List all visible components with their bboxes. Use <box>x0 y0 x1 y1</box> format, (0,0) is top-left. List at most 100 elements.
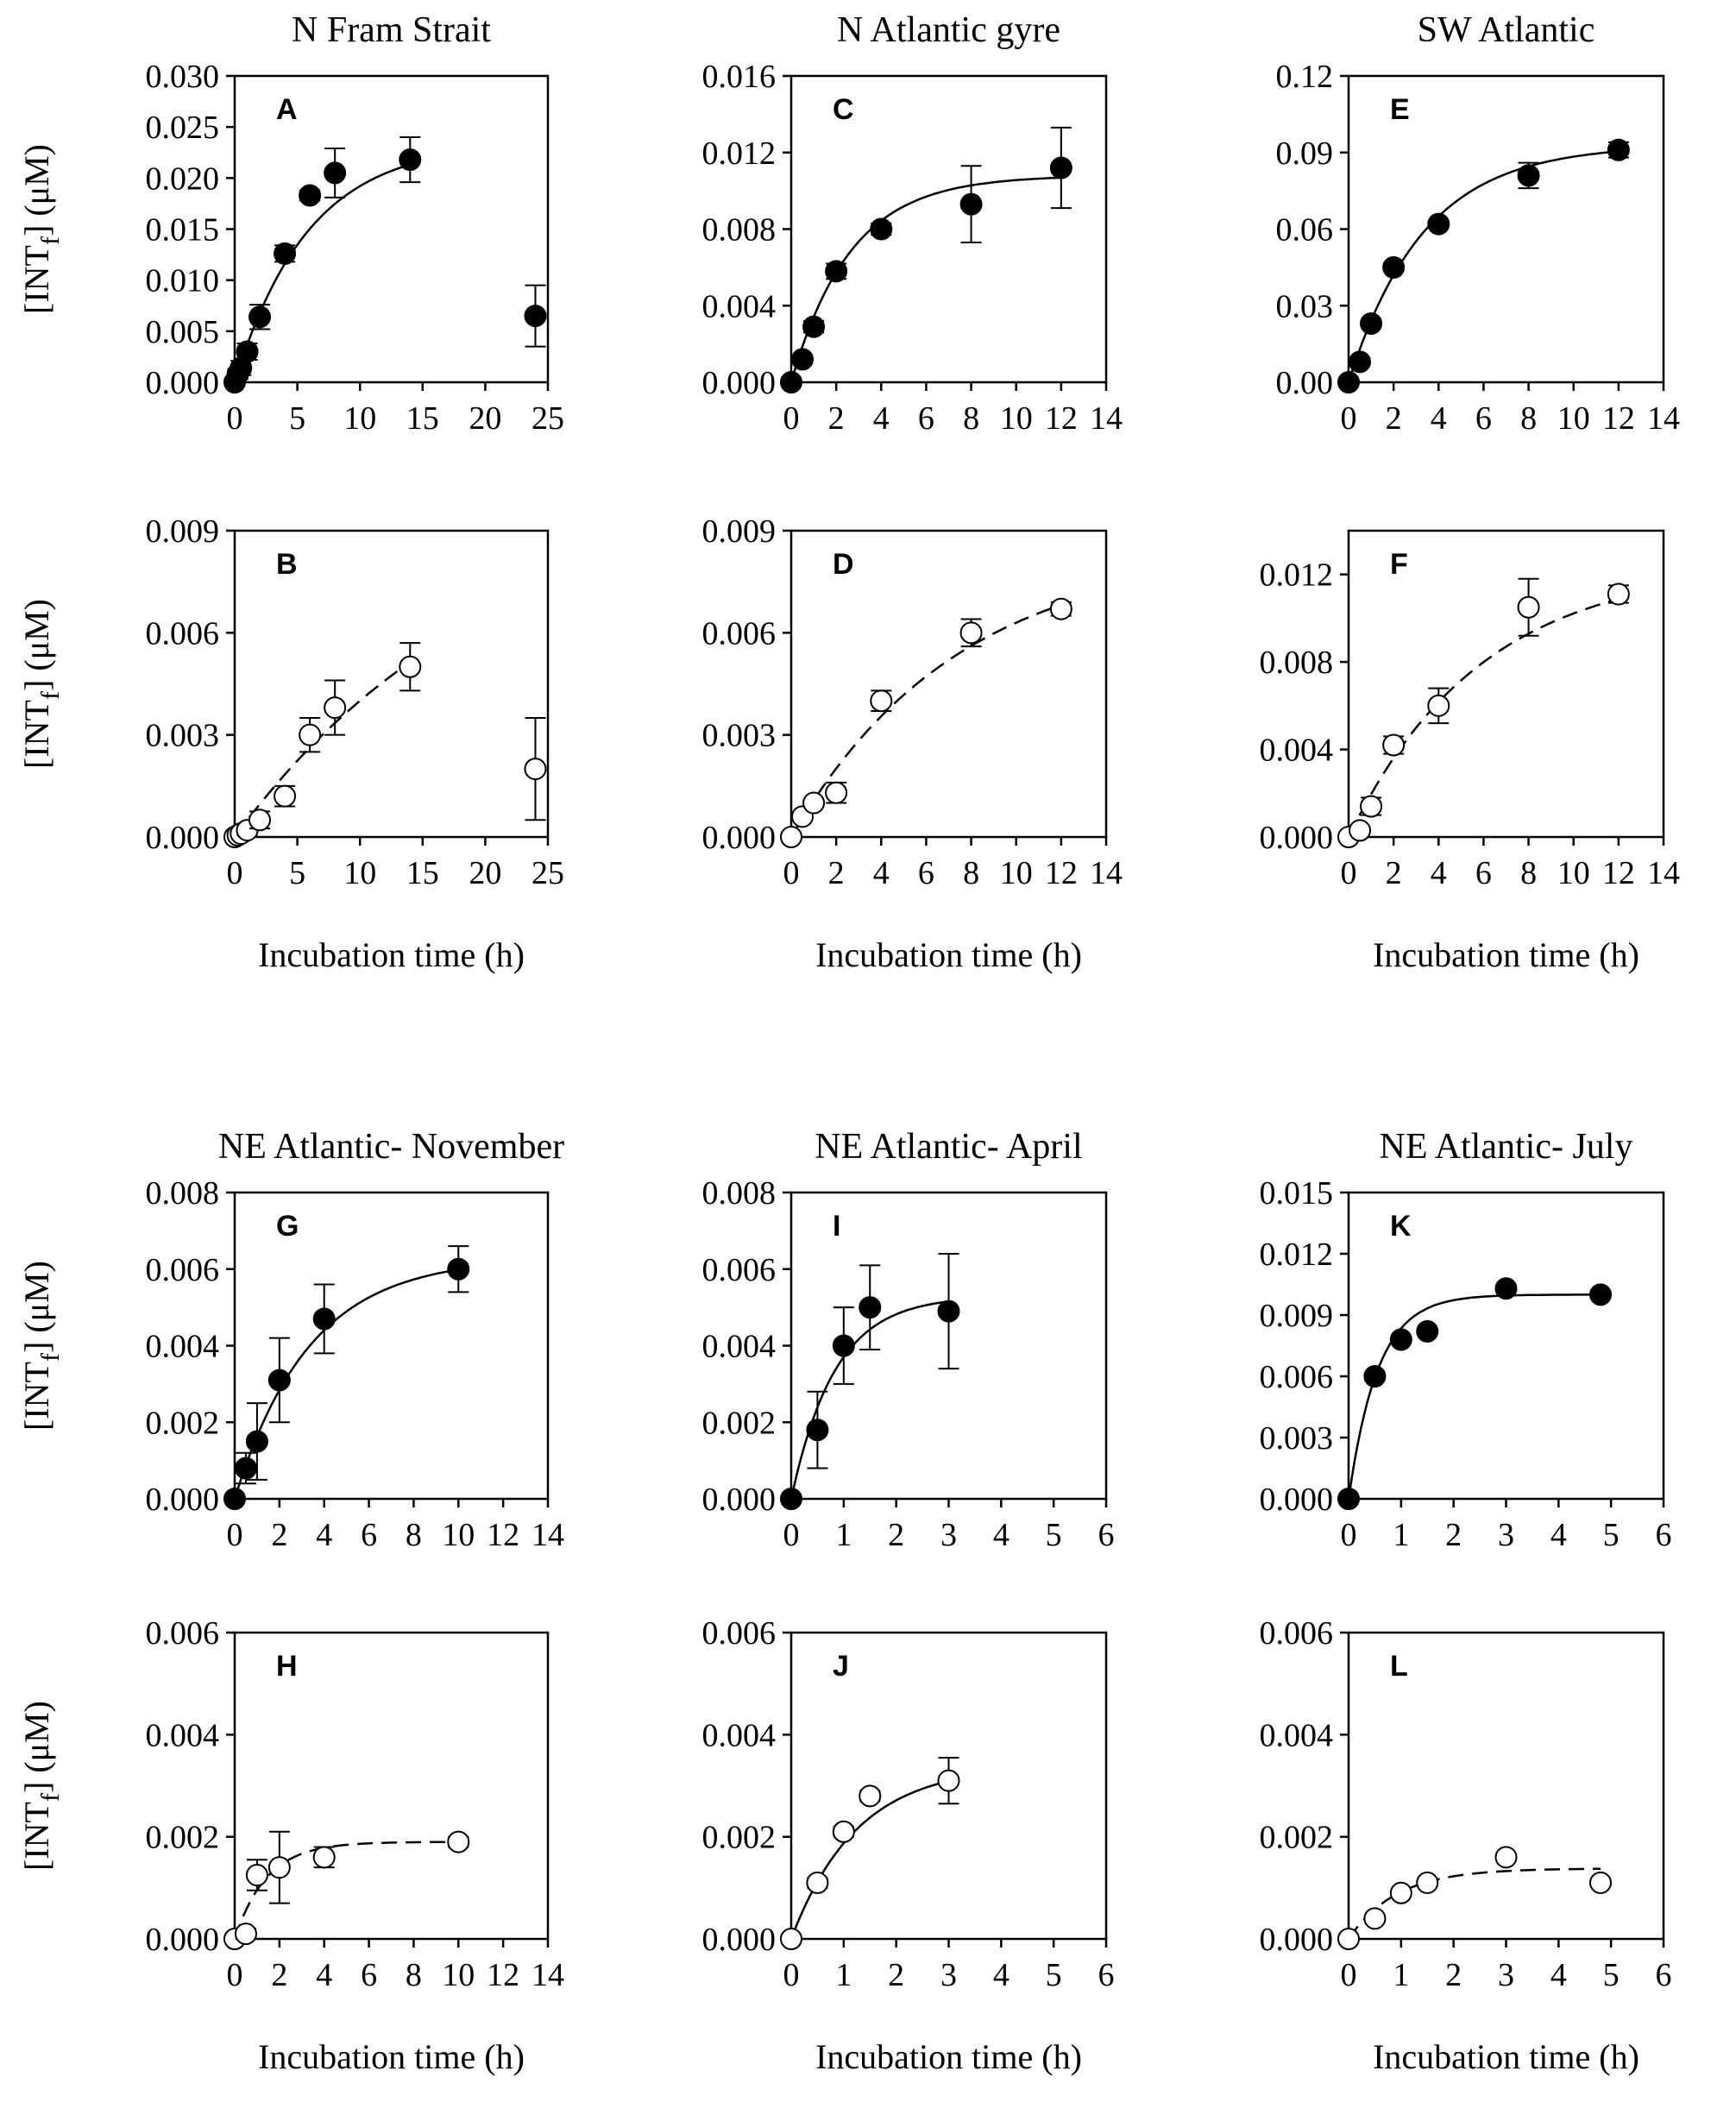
panel-k-xtick-label: 1 <box>1393 1517 1409 1553</box>
panel-e-letter: E <box>1390 93 1410 126</box>
panel-k-data-point <box>1337 1488 1360 1510</box>
panel-e-ytick-label: 0.00 <box>1276 365 1334 401</box>
panel-j-xtick-label: 3 <box>940 1957 957 1993</box>
panel-c-ytick-label: 0.008 <box>702 212 777 249</box>
panel-e-xtick-label: 8 <box>1520 400 1537 437</box>
panel-a-data-point <box>299 184 322 207</box>
panel-g-xtick-label: 6 <box>361 1517 377 1553</box>
panel-k-ytick-label: 0.003 <box>1260 1420 1334 1457</box>
panel-a-ytick-label: 0.005 <box>146 314 220 350</box>
panel-b-xtick-label: 0 <box>227 855 243 891</box>
panel-f-frame <box>1347 529 1665 839</box>
panel-h-ytick-label: 0.004 <box>146 1717 220 1753</box>
panel-e-xtick-label: 4 <box>1431 400 1447 437</box>
panel-l-data-point <box>1589 1871 1612 1894</box>
panel-j-ytick-label: 0.006 <box>702 1615 777 1652</box>
panel-a-title: N Fram Strait <box>292 10 491 50</box>
panel-e-xtick-label: 0 <box>1341 400 1357 437</box>
panel-b: B 0.000 0.003 0.006 0.009 0 5 10 15 20 25 [INTf] (μ… <box>17 513 564 974</box>
panel-i-letter: I <box>833 1210 840 1243</box>
panel-c-ytick-label: 0.000 <box>702 365 777 401</box>
panel-d-frame <box>789 529 1108 839</box>
panel-k-ytick-label: 0.000 <box>1260 1482 1334 1518</box>
panel-c-ytick-label: 0.004 <box>702 288 777 324</box>
panel-j-data-point <box>859 1784 882 1808</box>
panel-g-xtick-label: 10 <box>442 1517 475 1553</box>
panel-c-data-point <box>780 371 802 393</box>
panel-e: SW Atlantic E 0.00 0.03 0.06 0.09 0.12 0 2 4 6 8 10 1… <box>1276 10 1681 437</box>
panel-l-letter: L <box>1390 1650 1408 1683</box>
ylabel-main: [INT <box>17 245 56 314</box>
panel-g-xtick-label: 4 <box>316 1517 332 1553</box>
panel-b-ytick-label: 0.000 <box>146 820 220 856</box>
panel-i-ytick-label: 0.006 <box>702 1252 777 1288</box>
panel-i-xtick-label: 0 <box>783 1517 800 1553</box>
panel-d-data-point <box>870 689 893 713</box>
panel-c-xtick-label: 4 <box>873 400 890 437</box>
panel-g-xtick-label: 2 <box>271 1517 287 1553</box>
panel-i-data-point <box>832 1334 855 1357</box>
panel-d-xtick-label: 14 <box>1090 855 1123 891</box>
panel-g-data-point <box>447 1257 470 1281</box>
panel-c-ytick-label: 0.016 <box>702 59 777 95</box>
panel-d-data-point <box>780 826 802 848</box>
panel-a-xtick-label: 20 <box>469 400 501 437</box>
panel-l-ytick-label: 0.004 <box>1260 1717 1334 1753</box>
panel-h-ylabel: [INTf] (μM) <box>17 1701 65 1871</box>
panel-d-ytick-label: 0.003 <box>702 718 777 754</box>
panel-f-ytick-label: 0.004 <box>1260 733 1334 769</box>
panel-k-ytick-label: 0.015 <box>1260 1175 1334 1211</box>
panel-b-xtick-label: 15 <box>406 855 439 891</box>
panel-l-data-point <box>1363 1907 1387 1930</box>
panel-l-data-point <box>1389 1881 1412 1904</box>
panel-g-data-point <box>234 1457 257 1480</box>
ylabel-subscript: f <box>36 236 65 245</box>
panel-h-fit-curve <box>233 1841 459 1940</box>
panel-k-ytick-label: 0.006 <box>1260 1359 1334 1395</box>
panel-j-xtick-label: 0 <box>783 1957 800 1993</box>
panel-d-xtick-label: 8 <box>963 855 979 891</box>
panel-g-ytick-label: 0.000 <box>146 1482 220 1518</box>
panel-f-xtick-label: 12 <box>1602 855 1635 891</box>
panel-c-data-point <box>959 192 983 216</box>
panel-k-xtick-label: 4 <box>1550 1517 1567 1553</box>
panel-g-ytick-label: 0.006 <box>146 1252 220 1288</box>
panel-g-letter: G <box>276 1210 299 1243</box>
panel-d-data-point <box>825 781 848 804</box>
panel-a-ytick-label: 0.000 <box>146 365 220 401</box>
panel-d-xtick-label: 12 <box>1045 855 1078 891</box>
panel-d-xtick-label: 2 <box>828 855 845 891</box>
panel-i-xtick-label: 3 <box>940 1517 957 1553</box>
ylabel-main: [INT <box>17 1362 56 1431</box>
panel-g-data-point <box>223 1488 246 1510</box>
panel-a-ytick-label: 0.010 <box>146 263 220 299</box>
ylabel-subscript: f <box>36 1793 65 1802</box>
panel-k-ytick-label: 0.012 <box>1260 1237 1334 1273</box>
panel-h-xtick-label: 0 <box>227 1957 243 1993</box>
panel-i-data-point <box>780 1488 802 1510</box>
panel-c-data-point <box>802 315 826 338</box>
panel-h-xtick-label: 10 <box>442 1957 475 1993</box>
ylabel-main: [INT <box>17 1802 56 1871</box>
panel-k-data-point <box>1389 1328 1412 1351</box>
panel-i-ytick-label: 0.002 <box>702 1405 777 1441</box>
panel-k-data-point <box>1589 1283 1612 1306</box>
panel-a-xtick-label: 25 <box>531 400 564 437</box>
panel-d-xtick-label: 10 <box>1000 855 1033 891</box>
panel-d-xlabel: Incubation time (h) <box>815 935 1082 974</box>
panel-a-fit-curve <box>233 163 411 383</box>
panel-a: N Fram Strait A 0.000 0.005 0.010 0.015 0.020 0… <box>17 10 564 437</box>
panel-l-xtick-label: 6 <box>1656 1957 1672 1993</box>
panel-e-data-point <box>1349 350 1372 374</box>
panel-g: NE Atlantic- November G 0.000 0.002 0.004 0.0… <box>17 1127 564 1553</box>
panel-d-xtick-label: 0 <box>783 855 800 891</box>
panel-k-data-point <box>1416 1319 1439 1343</box>
panel-b-xtick-label: 25 <box>531 855 564 891</box>
panel-b-ytick-label: 0.003 <box>146 718 220 754</box>
panel-d-data-point <box>959 621 983 645</box>
panel-k-ytick-label: 0.009 <box>1260 1298 1334 1334</box>
panel-d-xtick-label: 6 <box>918 855 934 891</box>
panel-e-data-point <box>1382 255 1406 279</box>
panel-f-fit-curve <box>1347 598 1620 838</box>
